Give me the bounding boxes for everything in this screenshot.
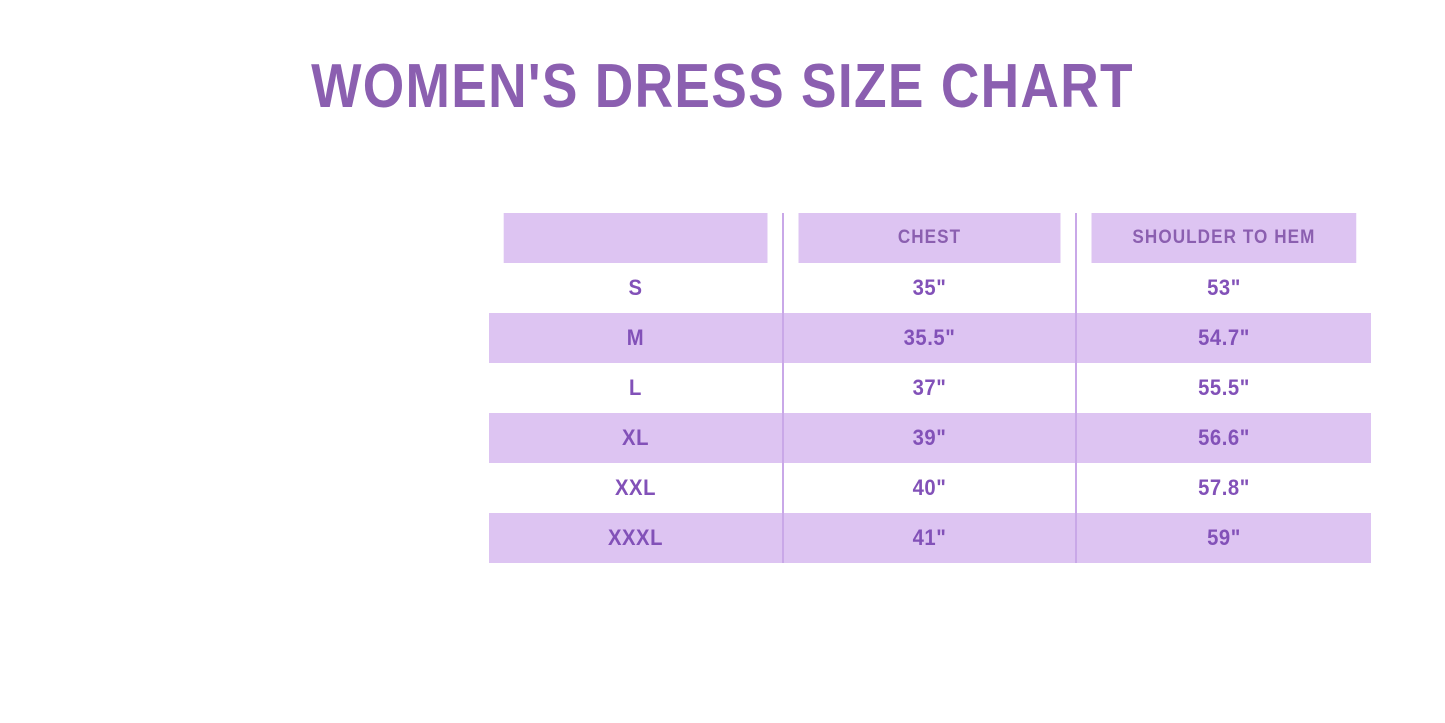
shoulder-to-hem-value: 55.5" — [1198, 375, 1250, 400]
cell-shoulder-to-hem: 59" — [1075, 513, 1371, 563]
column-header-size — [503, 213, 769, 263]
cell-shoulder-to-hem: 57.8" — [1075, 463, 1371, 513]
cell-shoulder-to-hem: 53" — [1075, 263, 1371, 313]
size-chart-table: CHEST SHOULDER TO HEM S 35" 53" M 35.5" … — [489, 213, 1371, 563]
chest-value: 40" — [912, 475, 947, 500]
chest-value: 37" — [912, 375, 947, 400]
size-label: M — [626, 325, 645, 350]
cell-size: L — [489, 363, 783, 413]
column-header-shoulder-to-hem: SHOULDER TO HEM — [1089, 213, 1357, 263]
cell-chest: 35.5" — [782, 313, 1076, 363]
cell-chest: 37" — [782, 363, 1076, 413]
cell-shoulder-to-hem: 55.5" — [1075, 363, 1371, 413]
shoulder-to-hem-value: 53" — [1207, 275, 1241, 300]
cell-size: M — [489, 313, 783, 363]
chest-value: 35" — [912, 275, 947, 300]
cell-size: S — [489, 263, 783, 313]
chest-value: 41" — [912, 525, 947, 550]
cell-chest: 39" — [782, 413, 1076, 463]
cell-chest: 41" — [782, 513, 1076, 563]
size-label: XL — [622, 425, 649, 450]
cell-size: XL — [489, 413, 783, 463]
cell-shoulder-to-hem: 54.7" — [1075, 313, 1371, 363]
size-label: XXL — [614, 475, 657, 500]
table-row: S 35" 53" — [489, 263, 1371, 313]
header-row: CHEST SHOULDER TO HEM — [489, 213, 1371, 263]
chest-value: 39" — [912, 425, 947, 450]
table-row: XXL 40" 57.8" — [489, 463, 1371, 513]
cell-shoulder-to-hem: 56.6" — [1075, 413, 1371, 463]
table-row: XXXL 41" 59" — [489, 513, 1371, 563]
table-row: M 35.5" 54.7" — [489, 313, 1371, 363]
page-title: WOMEN'S DRESS SIZE CHART — [311, 52, 1134, 121]
size-label: XXXL — [607, 525, 664, 550]
size-label: S — [628, 275, 643, 300]
cell-size: XXXL — [489, 513, 783, 563]
cell-size: XXL — [489, 463, 783, 513]
size-chart-table-container: CHEST SHOULDER TO HEM S 35" 53" M 35.5" … — [489, 213, 1371, 566]
shoulder-to-hem-value: 59" — [1207, 525, 1241, 550]
table-body: S 35" 53" M 35.5" 54.7" L 37" 55.5" XL 3… — [489, 263, 1371, 563]
table-header: CHEST SHOULDER TO HEM — [489, 213, 1371, 263]
table-row: L 37" 55.5" — [489, 363, 1371, 413]
cell-chest: 40" — [782, 463, 1076, 513]
column-header-chest: CHEST — [796, 213, 1062, 263]
table-row: XL 39" 56.6" — [489, 413, 1371, 463]
size-label: L — [629, 375, 642, 400]
shoulder-to-hem-value: 54.7" — [1198, 325, 1250, 350]
chest-value: 35.5" — [903, 325, 956, 350]
shoulder-to-hem-value: 57.8" — [1198, 475, 1250, 500]
shoulder-to-hem-value: 56.6" — [1198, 425, 1250, 450]
cell-chest: 35" — [782, 263, 1076, 313]
